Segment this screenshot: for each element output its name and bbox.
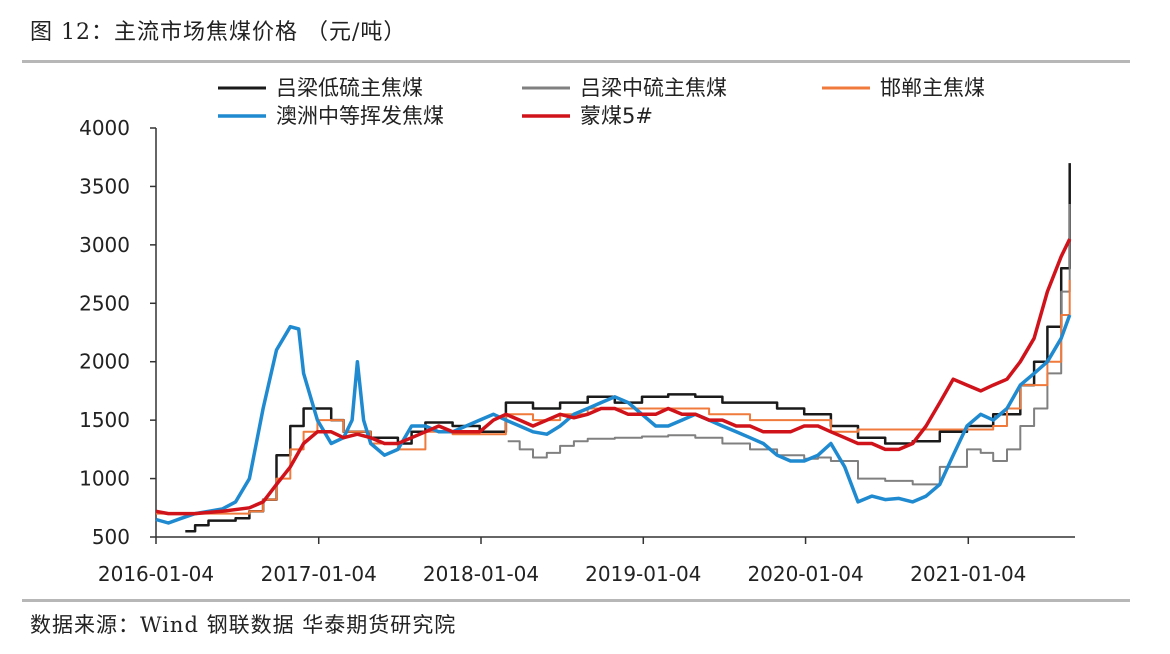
bottom-divider (22, 599, 1130, 602)
figure-title: 图 12：主流市场焦煤价格 （元/吨） (30, 20, 407, 45)
legend-label-2: 邯郸主焦煤 (880, 76, 985, 100)
x-tick-label: 2019-01-04 (585, 562, 701, 586)
x-tick-label: 2018-01-04 (423, 562, 539, 586)
y-tick-label: 1500 (79, 408, 130, 432)
y-tick-label: 2000 (79, 350, 130, 374)
top-divider (22, 60, 1130, 63)
legend-label-1: 吕梁中硫主焦煤 (580, 76, 727, 100)
source-note: 数据来源：Wind 钢联数据 华泰期货研究院 (30, 613, 457, 637)
x-tick-label: 2020-01-04 (747, 562, 863, 586)
legend-label-3: 澳洲中等挥发焦煤 (276, 104, 444, 128)
y-tick-label: 3000 (79, 233, 130, 257)
legend-label-4: 蒙煤5# (580, 104, 653, 128)
chart-axes: 500 1000 1500 2000 2500 3000 3500 4000 2016-01-0… (79, 116, 1075, 586)
series-line-1 (507, 204, 1071, 486)
y-tick-label: 4000 (79, 116, 130, 140)
series-lines (155, 163, 1072, 533)
x-tick-label: 2017-01-04 (261, 562, 377, 586)
y-tick-label: 3500 (79, 174, 130, 198)
x-tick-label: 2016-01-04 (98, 562, 214, 586)
y-tick-label: 500 (92, 525, 130, 549)
series-line-3 (155, 314, 1072, 525)
x-tick-label: 2021-01-04 (910, 562, 1026, 586)
y-tick-label: 1000 (79, 467, 130, 491)
series-line-4 (155, 238, 1072, 516)
y-tick-label: 2500 (79, 291, 130, 315)
series-line-0 (185, 163, 1071, 533)
legend-label-0: 吕梁低硫主焦煤 (276, 76, 423, 100)
